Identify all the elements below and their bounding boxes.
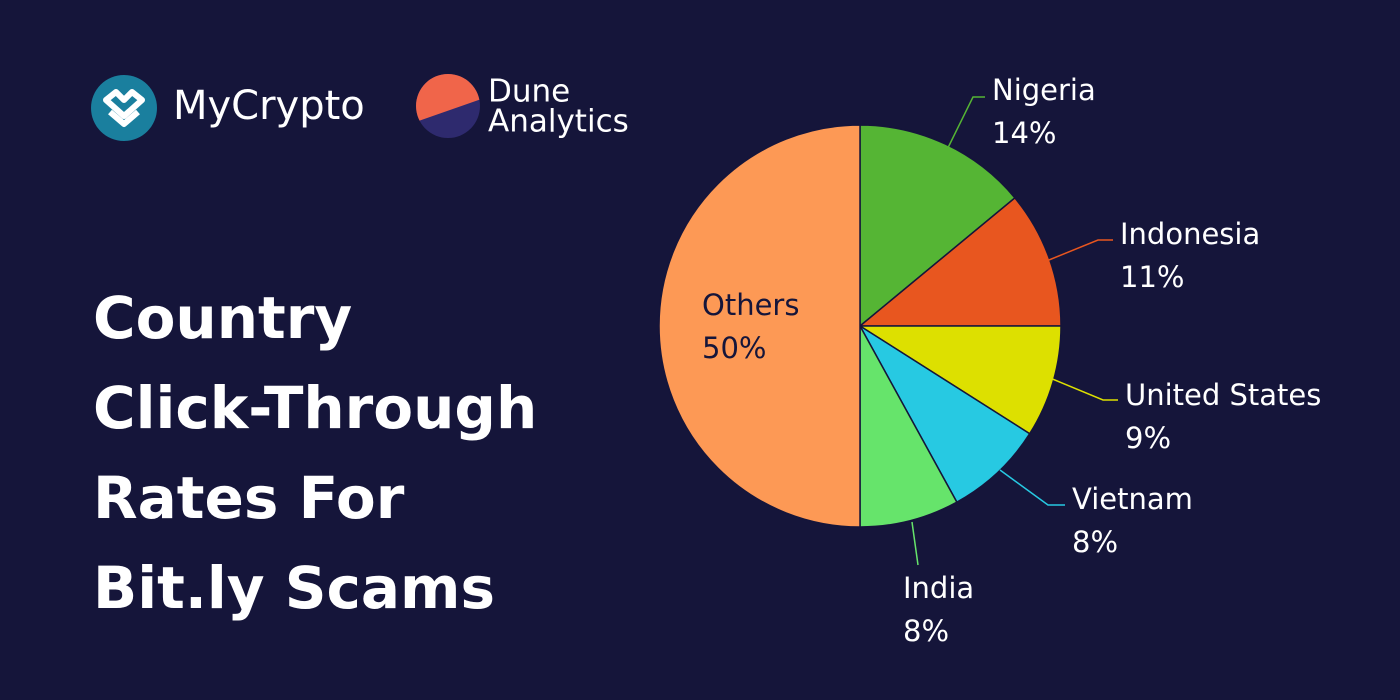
chart-title: Country Click-Through Rates For Bit.ly Scam… bbox=[93, 284, 537, 622]
value-label: 11% bbox=[1120, 260, 1184, 294]
leader-line bbox=[1043, 239, 1113, 263]
leader-line bbox=[911, 521, 919, 566]
pie-slice bbox=[658, 124, 861, 528]
dune-name: Dune bbox=[488, 74, 570, 110]
pie-slice bbox=[857, 196, 1062, 327]
mycrypto-name: MyCrypto bbox=[173, 83, 365, 129]
mycrypto-logo bbox=[91, 75, 157, 141]
leader-line bbox=[937, 96, 985, 169]
pie-slice bbox=[859, 325, 1031, 504]
mycrypto-icon bbox=[103, 89, 145, 127]
title-line: Rates For bbox=[93, 464, 405, 532]
slice-label: Vietnam bbox=[1072, 482, 1193, 516]
title-line: Bit.ly Scams bbox=[93, 554, 495, 622]
dune-name: Analytics bbox=[488, 104, 629, 140]
leader-line bbox=[1049, 377, 1118, 401]
title-line: Country bbox=[93, 284, 352, 352]
pie-slice bbox=[859, 325, 958, 528]
value-label: 8% bbox=[1072, 525, 1118, 559]
value-label: 50% bbox=[702, 331, 766, 365]
slice-label: United States bbox=[1125, 378, 1321, 412]
pie-slice bbox=[859, 124, 1016, 328]
slice-label: India bbox=[903, 571, 974, 605]
value-label: 14% bbox=[992, 116, 1056, 150]
pie: Nigeria 14% Indonesia 11% United States 9% Vie… bbox=[658, 73, 1321, 648]
slice-label: Indonesia bbox=[1120, 217, 1260, 251]
title-line: Click-Through bbox=[93, 374, 537, 442]
value-label: 8% bbox=[903, 614, 949, 648]
dune-logo-top bbox=[416, 74, 480, 124]
slice-label: Others bbox=[702, 288, 799, 322]
pie-slice bbox=[857, 325, 1062, 435]
dune-logo bbox=[416, 74, 480, 138]
leader-line bbox=[999, 469, 1065, 506]
slice-label: Nigeria bbox=[992, 73, 1096, 107]
value-label: 9% bbox=[1125, 421, 1171, 455]
